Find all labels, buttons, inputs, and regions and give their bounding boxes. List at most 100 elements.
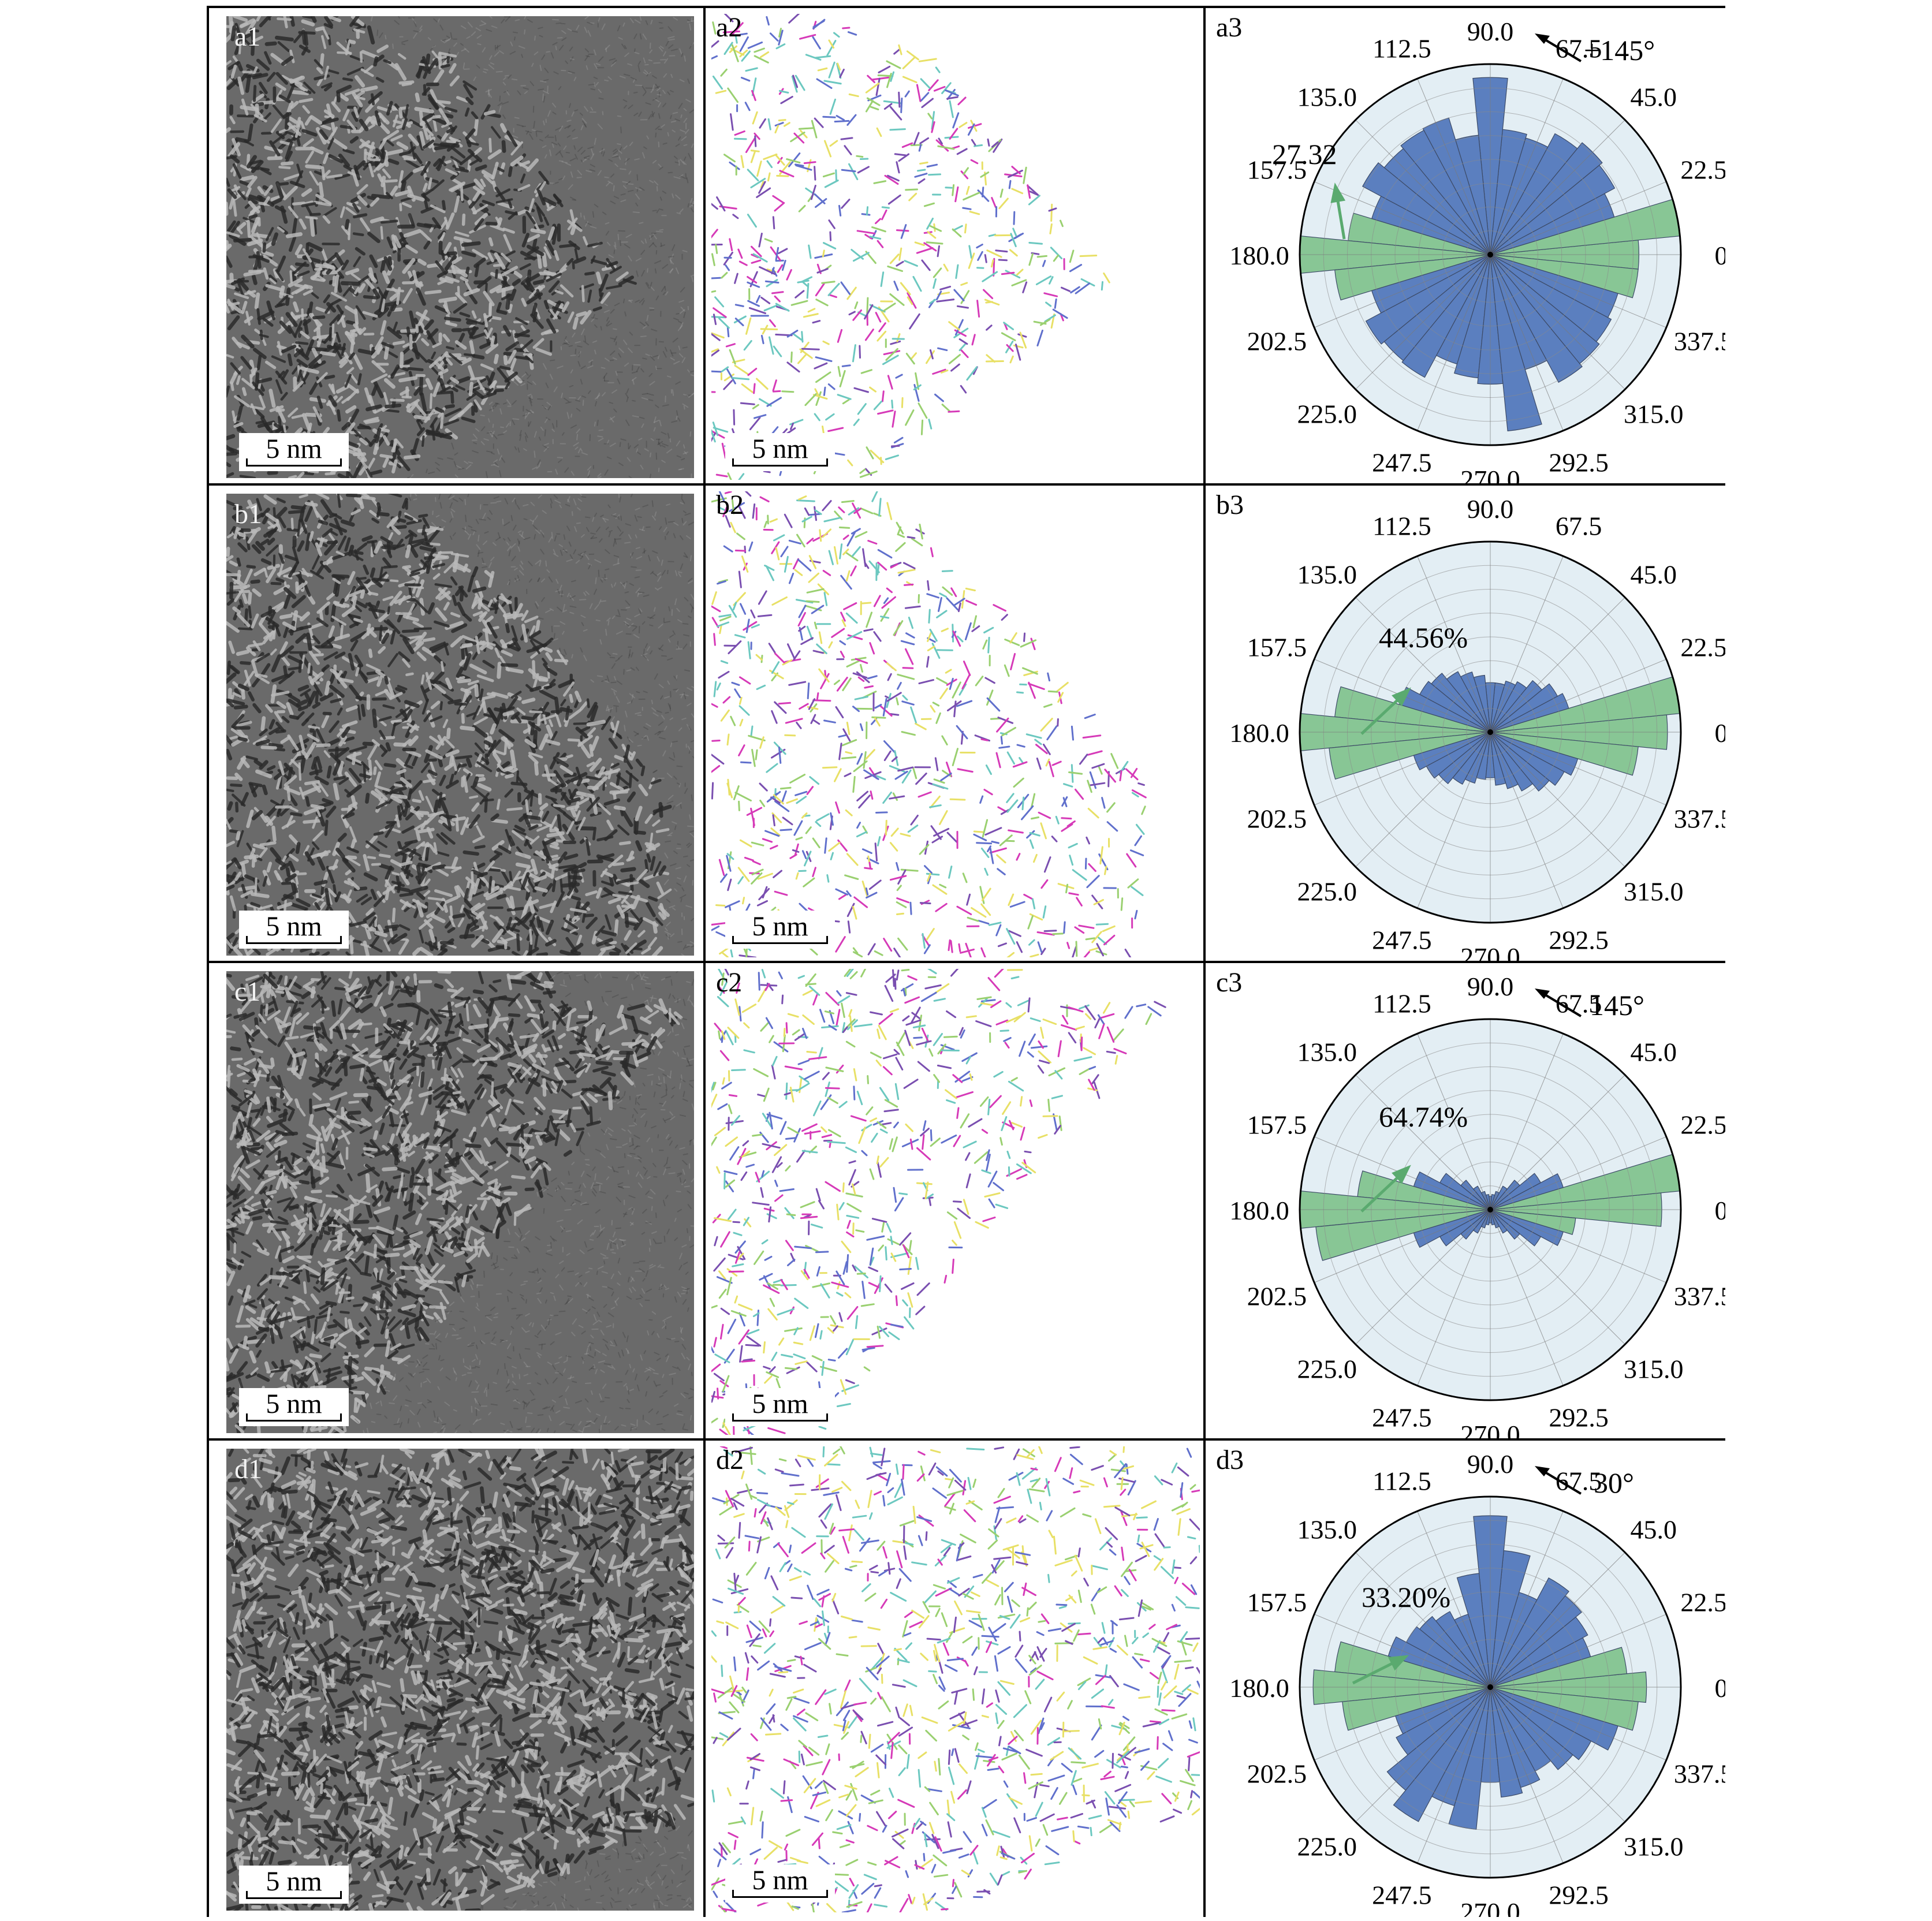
rose-bar: [1365, 254, 1491, 345]
rose-bar: [1490, 254, 1583, 383]
rose-bar: [1490, 1173, 1542, 1210]
panel-label: c1: [234, 976, 261, 1007]
angular-gridline: [1314, 254, 1491, 328]
angle-label: 180.0: [1229, 1673, 1289, 1703]
rose-bar: [1490, 1647, 1628, 1688]
rose-bar: [1342, 1687, 1491, 1731]
fringe-map: [706, 12, 1200, 483]
angle-label: 45.0: [1631, 560, 1677, 590]
angular-gridline: [1314, 732, 1491, 805]
angle-label: 315.0: [1624, 876, 1684, 906]
tem-texture: [226, 494, 694, 956]
rose-bar: [1485, 1209, 1491, 1225]
scale-bar: 5 nm: [239, 1866, 349, 1904]
polar-frame: [1299, 1018, 1682, 1401]
scale-bar: 5 nm: [725, 911, 835, 949]
polar-frame: [1299, 63, 1682, 446]
scale-bar: 5 nm: [239, 1388, 349, 1426]
angle-label: 247.5: [1372, 1881, 1432, 1910]
panel-label: b3: [1216, 490, 1244, 520]
rose-bar: [1315, 1209, 1491, 1261]
tem-fringes: [226, 1449, 694, 1911]
angle-label: 337.5: [1674, 327, 1725, 356]
angle-label: 247.5: [1372, 1403, 1432, 1433]
tem-image: d1 5 nm: [226, 1449, 694, 1911]
angle-label: 225.0: [1297, 1354, 1357, 1383]
percent-annotation: 33.20%: [1362, 1581, 1450, 1613]
fringe-segments: [706, 1441, 1203, 1917]
angular-gridline: [1490, 1552, 1625, 1688]
rose-diagram-svg: 0 22.5 45.0 67.5 90.0 112.5 135.0 157.5 180.0 202…: [1229, 17, 1725, 483]
angle-label: 157.5: [1247, 1588, 1307, 1617]
rose-diagram-svg: 0 22.5 45.0 67.5 90.0 112.5 135.0 157.5 180.0 202…: [1229, 972, 1725, 1438]
tem-panel-a1: a1 5 nm: [209, 8, 706, 486]
panel-label: a2: [716, 12, 743, 43]
rose-bar: [1439, 1209, 1491, 1247]
rose-panel-c3: 0 22.5 45.0 67.5 90.0 112.5 135.0 157.5 180.0 202…: [1206, 963, 1725, 1441]
fringe-panel-b2: b2 5 nm: [706, 486, 1206, 963]
angle-label: 247.5: [1372, 448, 1432, 478]
angle-label: 67.5: [1556, 1467, 1602, 1496]
angle-label: 90.0: [1467, 494, 1514, 524]
angle-label: 67.5: [1556, 512, 1602, 541]
angular-gridline: [1490, 1209, 1667, 1283]
angle-label: 22.5: [1680, 1588, 1725, 1617]
rose-bar: [1490, 1577, 1569, 1688]
percent-annotation: 27.32: [1272, 138, 1337, 170]
angle-label: 337.5: [1674, 1759, 1725, 1789]
fringe-segments: [706, 12, 1110, 483]
tem-panel-d1: d1 5 nm: [209, 1441, 706, 1917]
rose-bar: [1490, 254, 1612, 342]
orientation-arrow-head: [1392, 687, 1411, 707]
fringe-panel-c2: c2 5 nm: [706, 963, 1206, 1441]
angle-label: 0: [1715, 718, 1726, 748]
fringe-lines: [706, 12, 1110, 483]
angle-label: 157.5: [1247, 1110, 1307, 1140]
tem-image: a1 5 nm: [226, 16, 694, 478]
angle-label: 0: [1715, 1673, 1726, 1703]
angular-gridline: [1490, 1687, 1667, 1760]
rose-bar: [1334, 254, 1491, 301]
rose-bar: [1393, 1687, 1491, 1822]
rose-bar: [1452, 732, 1491, 785]
fringe-lines: [706, 1441, 1203, 1917]
angular-gridline: [1490, 78, 1564, 255]
angle-label: 315.0: [1624, 399, 1684, 428]
angular-gridline: [1490, 120, 1625, 255]
angle-label: 180.0: [1229, 1196, 1289, 1225]
polar-frame: [1299, 1495, 1682, 1879]
angular-gridline: [1355, 1552, 1491, 1688]
angular-gridline: [1490, 1510, 1564, 1688]
scale-bar-label: 5 nm: [266, 1389, 322, 1419]
tem-fringes: [226, 971, 694, 1433]
polar-center: [1487, 1207, 1493, 1213]
angular-gridline: [1417, 1033, 1491, 1210]
angular-gridline: [1417, 78, 1491, 255]
angle-label: 67.5: [1556, 989, 1602, 1019]
orientation-arrow-head: [1388, 1655, 1409, 1671]
angular-gridline: [1490, 1136, 1667, 1210]
angular-gridline: [1490, 732, 1625, 867]
tem-panel-b1: b1 5 nm: [209, 486, 706, 963]
angular-gridline: [1490, 597, 1625, 733]
scale-bar: 5 nm: [725, 433, 835, 471]
tem-image: b1 5 nm: [226, 494, 694, 956]
orientation-arrow-head: [1392, 1165, 1411, 1184]
rose-panel-a3: 0 22.5 45.0 67.5 90.0 112.5 135.0 157.5 180.0 202…: [1206, 8, 1725, 486]
rose-bar: [1490, 1687, 1639, 1731]
orientation-annotation: +145°: [1584, 34, 1655, 66]
tem-image: c1 5 nm: [226, 971, 694, 1433]
angular-gridline: [1490, 1033, 1564, 1210]
rose-bar: [1329, 732, 1491, 780]
percent-annotation: 44.56%: [1379, 621, 1468, 654]
rose-chart: 0 22.5 45.0 67.5 90.0 112.5 135.0 157.5 180.0 202…: [1206, 1441, 1725, 1917]
tem-texture: [226, 971, 694, 1433]
angle-label: 292.5: [1549, 448, 1609, 478]
rose-bar: [1490, 732, 1639, 776]
angular-gridline: [1417, 1510, 1491, 1688]
scale-bar-label: 5 nm: [266, 911, 322, 942]
angular-gridline: [1490, 1209, 1625, 1345]
percent-annotation: 64.74%: [1379, 1101, 1468, 1133]
panel-label: a1: [234, 21, 261, 52]
polar-center: [1487, 252, 1493, 258]
